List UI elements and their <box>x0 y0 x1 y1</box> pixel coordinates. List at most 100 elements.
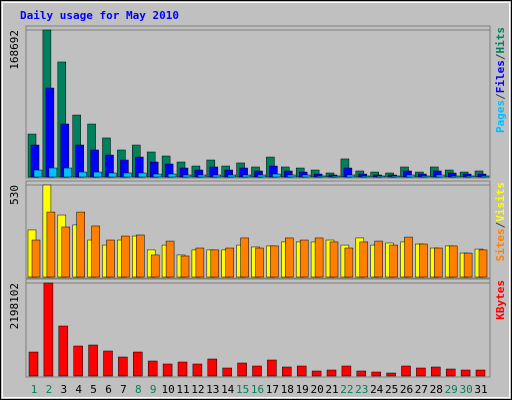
bar <box>165 240 175 278</box>
legend-separator: / <box>494 53 507 60</box>
legend: Sites/Visits <box>494 182 507 262</box>
bar <box>301 174 311 178</box>
bar <box>255 247 264 278</box>
bar <box>257 174 266 178</box>
bar <box>123 172 132 178</box>
x-tick-label: 30 <box>459 383 472 396</box>
bar <box>108 172 117 178</box>
bar <box>326 369 337 377</box>
bar <box>150 254 160 278</box>
bar <box>58 325 69 377</box>
bar <box>341 365 352 377</box>
x-tick-label: 22 <box>340 383 353 396</box>
bar <box>252 365 262 377</box>
bar <box>237 362 247 377</box>
x-tick-label: 23 <box>355 383 368 396</box>
bar <box>475 369 486 377</box>
x-tick-label: 14 <box>221 383 235 396</box>
bar <box>118 356 128 377</box>
bar <box>416 367 426 377</box>
bar <box>43 282 54 377</box>
bar <box>121 235 130 278</box>
bar <box>389 244 398 278</box>
bar <box>391 175 400 178</box>
bar <box>359 241 369 278</box>
bar <box>177 361 188 377</box>
bar <box>272 173 281 178</box>
bar <box>436 174 445 178</box>
legend-entry: Hits <box>494 27 507 54</box>
bar <box>167 173 177 178</box>
x-tick-label: 13 <box>206 383 219 396</box>
bar <box>91 225 100 278</box>
bar <box>480 175 490 178</box>
bar <box>212 174 222 178</box>
bar <box>331 175 341 178</box>
bar <box>227 174 236 178</box>
x-tick-label: 6 <box>105 383 112 396</box>
legend-entry: KBytes <box>494 280 507 320</box>
bar <box>28 351 39 377</box>
bar <box>162 363 173 377</box>
bar <box>73 345 83 377</box>
y-tick-label: 168692 <box>8 30 21 70</box>
bar <box>419 243 428 278</box>
bar <box>270 245 279 278</box>
bar <box>88 344 98 377</box>
bar <box>63 167 73 178</box>
bar <box>386 372 396 377</box>
bar <box>93 171 102 178</box>
bar <box>106 239 115 278</box>
bar <box>195 247 205 278</box>
bar <box>267 359 277 377</box>
bar <box>197 174 207 178</box>
legend-entry: Pages <box>494 100 507 133</box>
bar <box>192 363 203 377</box>
bar <box>103 350 113 377</box>
x-tick-label: 20 <box>310 383 323 396</box>
x-tick-label: 4 <box>75 383 82 396</box>
bar <box>376 175 385 178</box>
bar <box>314 237 324 278</box>
x-tick-label: 17 <box>266 383 279 396</box>
bar <box>76 211 85 278</box>
bar <box>346 174 356 178</box>
legend-separator: / <box>494 93 507 100</box>
bar <box>299 239 309 278</box>
x-tick-label: 21 <box>325 383 338 396</box>
bar <box>448 245 458 278</box>
bar <box>431 366 441 377</box>
bar <box>136 234 145 278</box>
bar <box>46 211 56 278</box>
bar <box>404 236 413 278</box>
x-tick-label: 25 <box>385 383 398 396</box>
bar <box>316 175 326 178</box>
bar <box>182 174 192 178</box>
bar <box>152 173 162 178</box>
bar <box>240 237 249 278</box>
bar <box>180 255 190 278</box>
bar <box>356 370 367 377</box>
legend-entry: Visits <box>494 182 507 222</box>
bar <box>344 247 354 278</box>
x-tick-label: 3 <box>60 383 67 396</box>
x-tick-label: 8 <box>135 383 142 396</box>
bar <box>225 247 234 278</box>
bar <box>45 87 55 178</box>
bar <box>210 249 220 278</box>
y-tick-label: 530 <box>8 185 21 205</box>
bar <box>138 172 147 178</box>
bar <box>78 171 87 178</box>
x-tick-label: 28 <box>430 383 443 396</box>
bar <box>460 369 471 377</box>
bar <box>450 175 460 178</box>
x-tick-label: 2 <box>46 383 53 396</box>
x-tick-label: 18 <box>281 383 294 396</box>
bar <box>311 370 322 377</box>
x-tick-label: 31 <box>474 383 487 396</box>
legend: KBytes <box>494 280 507 320</box>
bar <box>374 240 383 278</box>
